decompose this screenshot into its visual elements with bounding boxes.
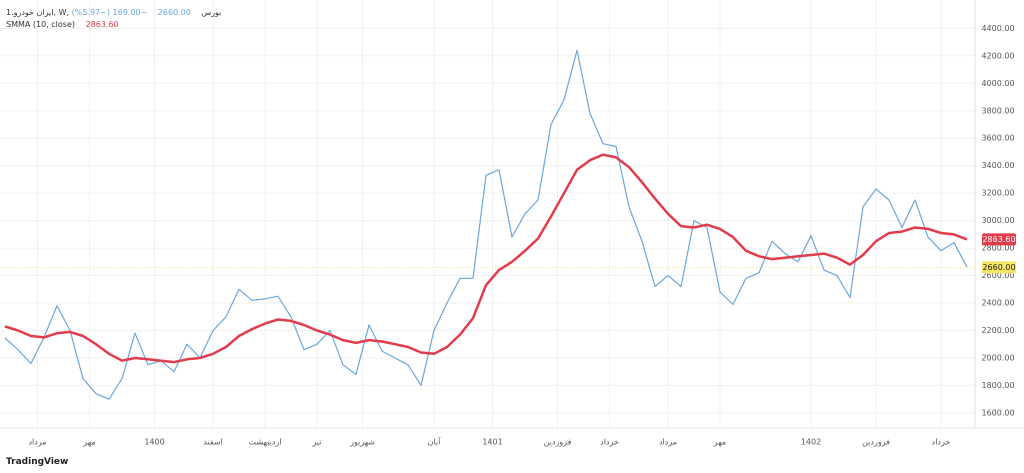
x-tick-label: اردیبهشت [249,438,282,447]
price-tag: 2660.00 [982,263,1015,272]
x-tick-label: فروردین [544,438,572,447]
last-price: 2660.00 [157,8,191,17]
y-tick-label: 3600.00 [981,134,1014,143]
x-tick-label: اسفند [203,438,223,447]
y-tick-label: 2000.00 [981,353,1014,362]
brand: TradingView [6,457,76,467]
legend-indicator: SMMA (10, close) 2863.60 [6,20,127,29]
x-tick-label: 1401 [482,438,502,447]
x-tick-label: آبان [428,437,442,447]
y-tick-label: 3800.00 [981,106,1014,115]
y-tick-label: 1600.00 [981,408,1014,417]
brand-text: TradingView [6,457,69,467]
x-tick-label: فروردین [862,438,890,447]
x-tick-label: مرداد [28,438,46,447]
y-tick-label: 4200.00 [981,51,1014,60]
change: −169.00 (−5.97%) [71,8,148,17]
x-tick-label: تیر [311,438,321,447]
series-line [4,49,968,400]
indicator-value: 2863.60 [85,20,119,29]
legend-price: ایران خودرو.1, W, بورس 2660.00 −169.00 (… [6,8,229,17]
y-tick-label: 3400.00 [981,161,1014,170]
x-tick-label: 1400 [144,438,164,447]
series-line [4,153,968,364]
y-tick-label: 4000.00 [981,79,1014,88]
y-tick-label: 3200.00 [981,189,1014,198]
indicator-tag: 2863.60 [982,235,1015,244]
symbol: ایران خودرو.1, W, بورس [6,8,222,17]
x-tick-label: مرداد [659,438,677,447]
indicator: SMMA (10, close) [6,20,76,29]
x-tick-label: مهر [713,438,726,447]
y-tick-label: 4400.00 [981,24,1014,33]
x-tick-label: خرداد [600,438,619,447]
y-tick-label: 2200.00 [981,326,1014,335]
y-tick-label: 2400.00 [981,299,1014,308]
x-tick-label: 1402 [801,438,821,447]
price-tag-bg [982,261,1016,274]
indicator-tag-bg [982,233,1016,246]
y-tick-label: 3000.00 [981,216,1014,225]
y-tick-label: 2600.00 [981,271,1014,280]
x-tick-label: خرداد [932,438,951,447]
x-tick-label: شهریور [349,438,375,447]
y-tick-label: 2800.00 [981,244,1014,253]
y-tick-label: 1800.00 [981,381,1014,390]
x-tick-label: مهر [82,438,95,447]
